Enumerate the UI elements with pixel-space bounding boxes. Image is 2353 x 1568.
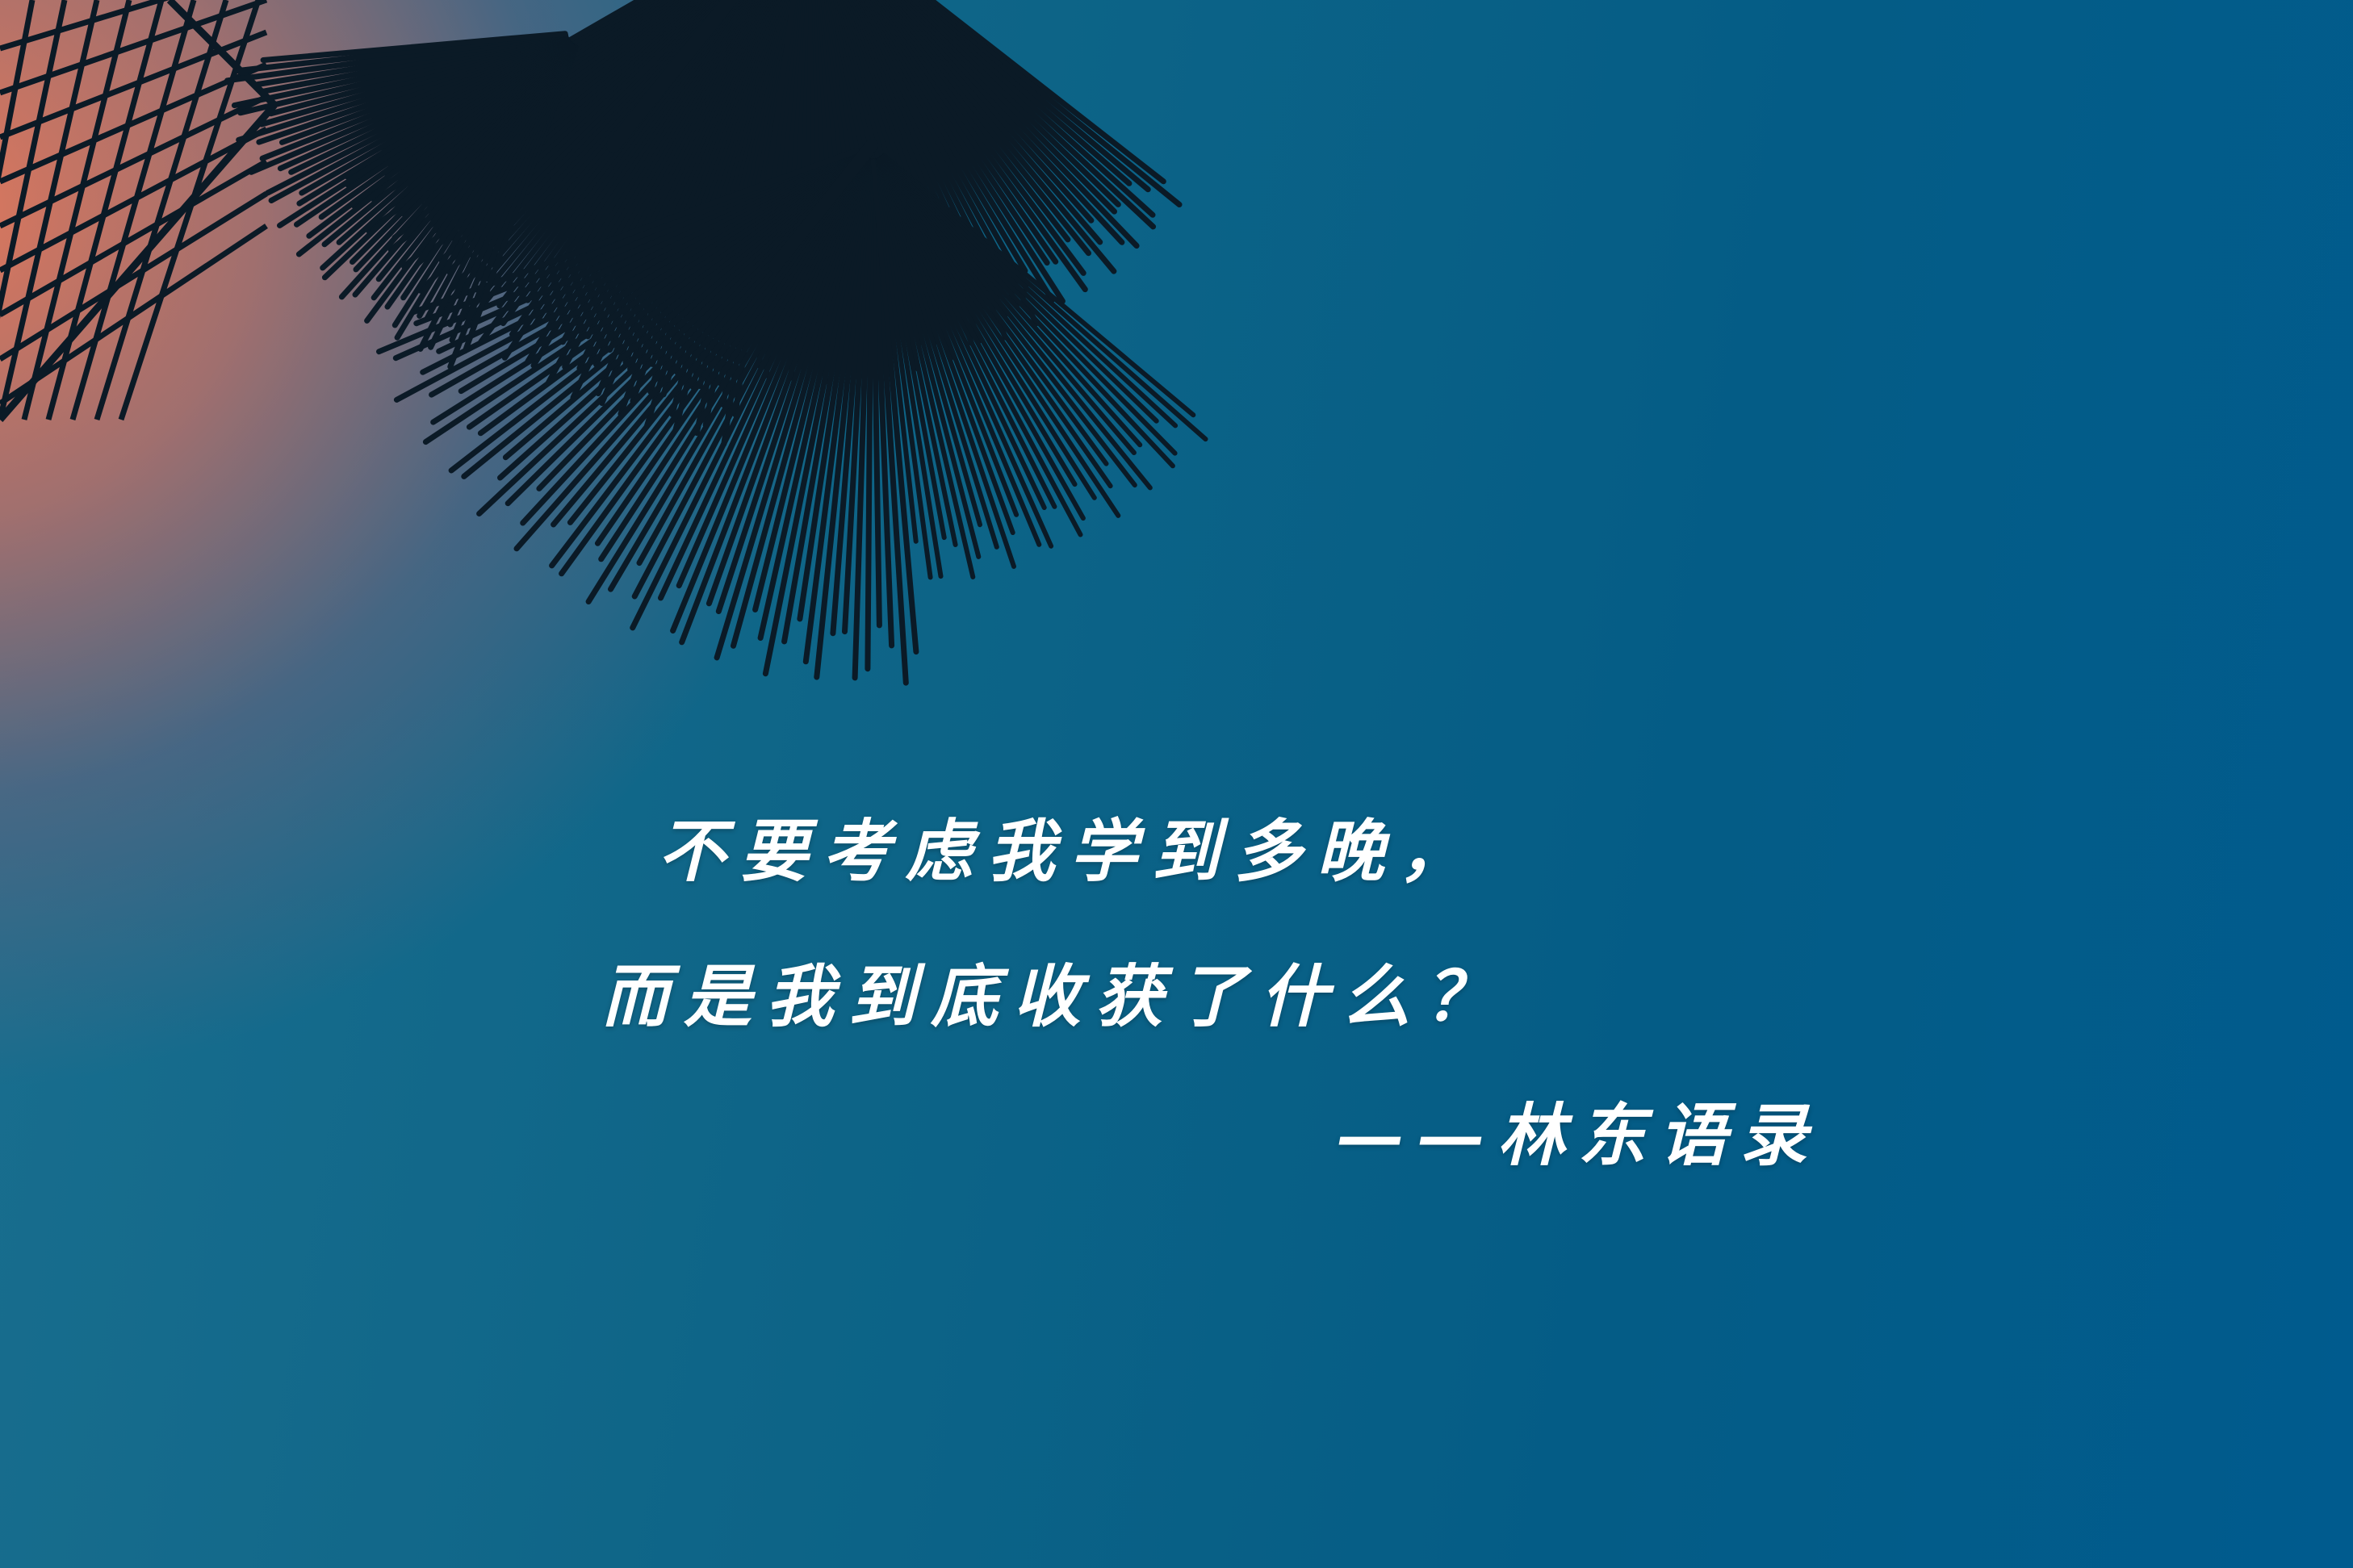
lattice-bar xyxy=(94,0,229,421)
frond-leaflet xyxy=(896,0,1140,249)
frond-leaflet xyxy=(559,0,756,332)
frond-leaflet xyxy=(914,0,1133,186)
frond-leaflet xyxy=(859,0,1030,292)
lattice-bar xyxy=(69,0,197,420)
lattice-edge xyxy=(166,0,278,108)
quote-line-1: 不要考虑我学到多晚， xyxy=(658,811,1482,891)
frond-stem xyxy=(768,139,878,273)
palm-frond-left xyxy=(224,31,579,370)
lattice-edge xyxy=(0,102,278,422)
lattice-bar xyxy=(0,158,268,318)
frond-leaflet xyxy=(500,0,741,327)
lattice-bar xyxy=(0,0,100,420)
quote-line-2: 而是我到底收获了什么？ xyxy=(601,956,1508,1036)
frond-leaflet xyxy=(873,0,1088,293)
frond-leaflet xyxy=(260,31,568,63)
frond-leaflet xyxy=(484,0,729,282)
frond-leaflet xyxy=(470,0,720,260)
frond-leaflet xyxy=(878,0,1071,243)
frond-leaflet xyxy=(881,0,1091,257)
frond-leaflet xyxy=(863,0,1055,303)
lattice-bar xyxy=(0,61,268,185)
roof-lattice-silhouette xyxy=(0,0,278,422)
frond-leaflet xyxy=(899,0,1117,215)
frond-leaflet xyxy=(876,0,1086,276)
lattice-bar xyxy=(45,0,165,420)
frond-leaflet xyxy=(870,0,1059,265)
frond-leaflet xyxy=(902,0,1121,207)
frond-leaflet xyxy=(922,0,1183,207)
lattice-bar xyxy=(0,0,36,183)
lattice-bar xyxy=(0,0,68,320)
frond-leaflet xyxy=(868,0,1050,266)
frond-leaflet xyxy=(861,0,1028,274)
frond-leaflet xyxy=(926,0,1166,185)
frond-leaflet xyxy=(910,0,1156,218)
frond-stem xyxy=(606,0,739,153)
lattice-bar xyxy=(21,0,132,420)
frond-leaflet xyxy=(918,0,1151,193)
frond-leaflet xyxy=(475,0,726,282)
quote-attribution: ——林东语录 xyxy=(1336,1095,1821,1175)
frond-leaflet xyxy=(890,0,1095,224)
frond-leaflet xyxy=(478,0,739,345)
frond-leaflet xyxy=(870,158,911,555)
frond-leaflet xyxy=(865,0,1066,304)
frond-leaflet xyxy=(906,0,1157,230)
frond-leaflet xyxy=(525,0,743,303)
frond-leaflet xyxy=(886,0,1103,245)
lattice-bar xyxy=(0,0,170,52)
frond-leaflet xyxy=(893,0,1125,245)
frond-leaflet xyxy=(884,0,1117,274)
